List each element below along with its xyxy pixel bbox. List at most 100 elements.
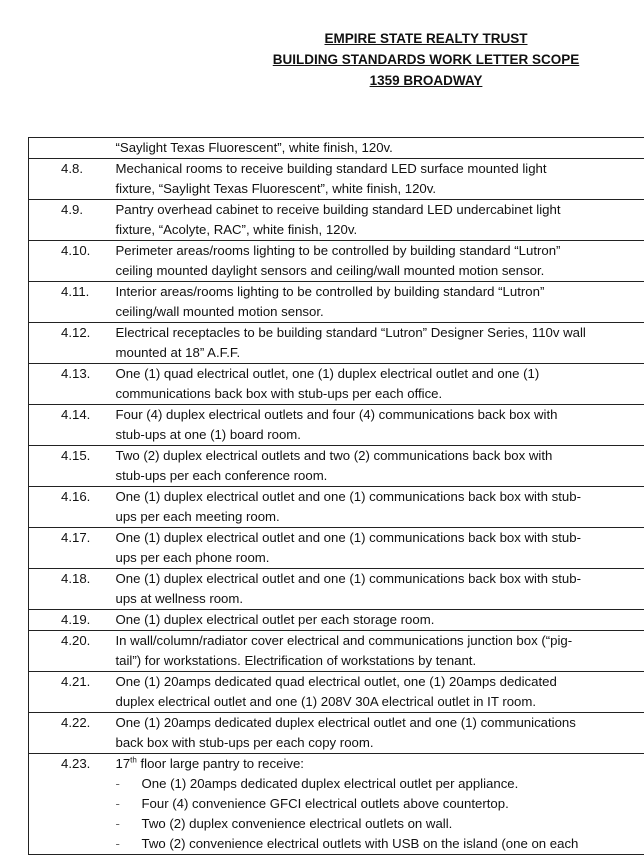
- table-row: 4.21. One (1) 20amps dedicated quad elect…: [29, 672, 644, 713]
- intro-pre: 17: [116, 756, 131, 771]
- text-line: In wall/column/radiator cover electrical…: [116, 631, 644, 651]
- text-line: back box with stub-ups per each copy roo…: [116, 733, 644, 753]
- item-text: One (1) 20amps dedicated quad electrical…: [109, 672, 644, 713]
- document-header: EMPIRE STATE REALTY TRUST BUILDING STAND…: [210, 28, 642, 91]
- text-line: communications back box with stub-ups pe…: [116, 384, 644, 404]
- table-row: 4.19. One (1) duplex electrical outlet pe…: [29, 610, 644, 631]
- item-number: 4.15.: [29, 446, 109, 487]
- text-line: One (1) duplex electrical outlet and one…: [116, 487, 644, 507]
- item-number: 4.20.: [29, 631, 109, 672]
- item-text: One (1) duplex electrical outlet and one…: [109, 528, 644, 569]
- item-text: 17th floor large pantry to receive:-One …: [109, 754, 644, 855]
- item-number: 4.23.: [29, 754, 109, 855]
- item-text: Perimeter areas/rooms lighting to be con…: [109, 241, 644, 282]
- table-row: 4.8. Mechanical rooms to receive building…: [29, 159, 644, 200]
- table-row: 4.9. Pantry overhead cabinet to receive b…: [29, 200, 644, 241]
- item-number: 4.11.: [29, 282, 109, 323]
- text-line: One (1) 20amps dedicated duplex electric…: [116, 713, 644, 733]
- table-row: 4.13.One (1) quad electrical outlet, one…: [29, 364, 644, 405]
- text-line: ups per each meeting room.: [116, 507, 644, 527]
- text-line: duplex electrical outlet and one (1) 208…: [116, 692, 644, 712]
- text-line: Interior areas/rooms lighting to be cont…: [116, 282, 644, 302]
- item-text: Two (2) duplex electrical outlets and tw…: [109, 446, 644, 487]
- item-text: Interior areas/rooms lighting to be cont…: [109, 282, 644, 323]
- text-line: Four (4) duplex electrical outlets and f…: [116, 405, 644, 425]
- intro-post: floor large pantry to receive:: [137, 756, 304, 771]
- item-number: 4.21.: [29, 672, 109, 713]
- text-line: ups per each phone room.: [116, 548, 644, 568]
- item-text: Electrical receptacles to be building st…: [109, 323, 644, 364]
- item-text: In wall/column/radiator cover electrical…: [109, 631, 644, 672]
- item-number: 4.12.: [29, 323, 109, 364]
- intro-sup: th: [130, 756, 137, 765]
- text-line: ups at wellness room.: [116, 589, 644, 609]
- document-title: BUILDING STANDARDS WORK LETTER SCOPE: [210, 49, 642, 70]
- item-number: 4.9.: [29, 200, 109, 241]
- text-line: mounted at 18” A.F.F.: [116, 343, 644, 363]
- text-line: stub-ups per each conference room.: [116, 466, 644, 486]
- item-number: 4.8.: [29, 159, 109, 200]
- bullet-item: -Four (4) convenience GFCI electrical ou…: [116, 794, 644, 814]
- table-row: 4.16. One (1) duplex electrical outlet an…: [29, 487, 644, 528]
- text-line: 17th floor large pantry to receive:: [116, 754, 644, 774]
- item-number: 4.16.: [29, 487, 109, 528]
- item-text: Mechanical rooms to receive building sta…: [109, 159, 644, 200]
- item-text: One (1) duplex electrical outlet and one…: [109, 569, 644, 610]
- text-line: ceiling mounted daylight sensors and cei…: [116, 261, 644, 281]
- bullet-item: -One (1) 20amps dedicated duplex electri…: [116, 774, 644, 794]
- text-line: fixture, “Acolyte, RAC”, white finish, 1…: [116, 220, 644, 240]
- table-row: 4.14. Four (4) duplex electrical outlets …: [29, 405, 644, 446]
- item-text: One (1) duplex electrical outlet and one…: [109, 487, 644, 528]
- bullet-text: Two (2) duplex convenience electrical ou…: [142, 816, 453, 831]
- item-text: Four (4) duplex electrical outlets and f…: [109, 405, 644, 446]
- text-line: fixture, “Saylight Texas Fluorescent”, w…: [116, 179, 644, 199]
- table-row: 4.20. In wall/column/radiator cover elect…: [29, 631, 644, 672]
- address-title: 1359 BROADWAY: [210, 70, 642, 91]
- text-line: Perimeter areas/rooms lighting to be con…: [116, 241, 644, 261]
- item-number: 4.14.: [29, 405, 109, 446]
- table-row: 4.23. 17th floor large pantry to receive:…: [29, 754, 644, 855]
- text-line: One (1) duplex electrical outlet and one…: [116, 528, 644, 548]
- item-text: One (1) quad electrical outlet, one (1) …: [109, 364, 644, 405]
- dash-bullet-icon: -: [116, 794, 142, 814]
- text-line: Electrical receptacles to be building st…: [116, 323, 644, 343]
- item-number: 4.17.: [29, 528, 109, 569]
- text-line: Pantry overhead cabinet to receive build…: [116, 200, 644, 220]
- dash-bullet-icon: -: [116, 774, 142, 794]
- item-text: One (1) 20amps dedicated duplex electric…: [109, 713, 644, 754]
- text-line: ceiling/wall mounted motion sensor.: [116, 302, 644, 322]
- text-line: “Saylight Texas Fluorescent”, white fini…: [116, 138, 644, 158]
- text-line: Two (2) duplex electrical outlets and tw…: [116, 446, 644, 466]
- text-line: Mechanical rooms to receive building sta…: [116, 159, 644, 179]
- table-row: 4.10. Perimeter areas/rooms lighting to …: [29, 241, 644, 282]
- table-row: 4.12. Electrical receptacles to be buildi…: [29, 323, 644, 364]
- bullet-item: -Two (2) duplex convenience electrical o…: [116, 814, 644, 834]
- text-line: One (1) duplex electrical outlet per eac…: [116, 610, 644, 630]
- scope-table: “Saylight Texas Fluorescent”, white fini…: [28, 137, 644, 855]
- bullet-item: -Two (2) convenience electrical outlets …: [116, 834, 644, 854]
- item-number: 4.18.: [29, 569, 109, 610]
- item-text: Pantry overhead cabinet to receive build…: [109, 200, 644, 241]
- table-row: “Saylight Texas Fluorescent”, white fini…: [29, 138, 644, 159]
- table-row: 4.11. Interior areas/rooms lighting to be…: [29, 282, 644, 323]
- item-text: One (1) duplex electrical outlet per eac…: [109, 610, 644, 631]
- table-row: 4.22. One (1) 20amps dedicated duplex ele…: [29, 713, 644, 754]
- item-text: “Saylight Texas Fluorescent”, white fini…: [109, 138, 644, 159]
- dash-bullet-icon: -: [116, 814, 142, 834]
- text-line: One (1) 20amps dedicated quad electrical…: [116, 672, 644, 692]
- text-line: tail”) for workstations. Electrification…: [116, 651, 644, 671]
- table-row: 4.18. One (1) duplex electrical outlet an…: [29, 569, 644, 610]
- bullet-text: One (1) 20amps dedicated duplex electric…: [142, 776, 519, 791]
- text-line: One (1) duplex electrical outlet and one…: [116, 569, 644, 589]
- item-number: 4.10.: [29, 241, 109, 282]
- item-number: [29, 138, 109, 159]
- text-line: stub-ups at one (1) board room.: [116, 425, 644, 445]
- dash-bullet-icon: -: [116, 834, 142, 854]
- bullet-text: Two (2) convenience electrical outlets w…: [142, 836, 579, 851]
- item-number: 4.19.: [29, 610, 109, 631]
- table-row: 4.15. Two (2) duplex electrical outlets a…: [29, 446, 644, 487]
- bullet-text: Four (4) convenience GFCI electrical out…: [142, 796, 509, 811]
- company-title: EMPIRE STATE REALTY TRUST: [210, 28, 642, 49]
- item-number: 4.22.: [29, 713, 109, 754]
- text-line: One (1) quad electrical outlet, one (1) …: [116, 364, 644, 384]
